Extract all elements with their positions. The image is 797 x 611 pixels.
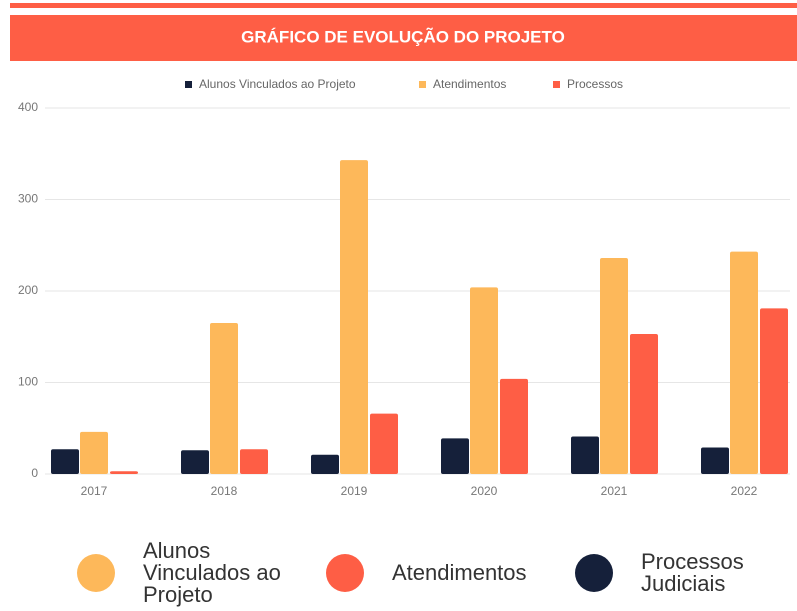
bar (600, 258, 628, 474)
bottom-legend-marker (575, 554, 613, 592)
bar (311, 454, 339, 474)
bar (80, 431, 108, 474)
y-tick-label: 0 (31, 466, 38, 480)
bar (760, 308, 788, 474)
y-tick-label: 100 (18, 375, 38, 389)
top-rule (10, 3, 797, 8)
x-tick-label: 2019 (341, 484, 368, 498)
x-tick-label: 2017 (81, 484, 108, 498)
y-tick-label: 200 (18, 283, 38, 297)
bar (240, 449, 268, 474)
bar (210, 323, 238, 474)
x-tick-label: 2021 (601, 484, 628, 498)
bar (181, 450, 209, 474)
bar (701, 447, 729, 474)
bottom-legend-label: Atendimentos (392, 560, 527, 585)
bottom-legend-marker (77, 554, 115, 592)
bar (730, 251, 758, 474)
x-tick-label: 2020 (471, 484, 498, 498)
y-tick-label: 300 (18, 192, 38, 206)
bottom-legend-marker (326, 554, 364, 592)
x-tick-label: 2018 (211, 484, 238, 498)
legend-label: Atendimentos (433, 77, 506, 91)
bar (500, 378, 528, 474)
legend-marker (185, 81, 192, 88)
bar (51, 449, 79, 474)
bar (340, 160, 368, 474)
bottom-legend-label: Processos Judiciais (641, 549, 744, 596)
bar (630, 334, 658, 474)
bar (470, 287, 498, 474)
bottom-legend-label: Alunos Vinculados ao Projeto (143, 538, 281, 607)
legend-label: Processos (567, 77, 623, 91)
legend-marker (553, 81, 560, 88)
bar (441, 438, 469, 474)
bar (370, 413, 398, 474)
y-tick-label: 400 (18, 100, 38, 114)
legend-marker (419, 81, 426, 88)
x-tick-label: 2022 (731, 484, 758, 498)
bar (571, 436, 599, 474)
title-bar (10, 15, 797, 61)
chart-title: GRÁFICO DE EVOLUÇÃO DO PROJETO (241, 26, 565, 46)
legend-label: Alunos Vinculados ao Projeto (199, 77, 356, 91)
bar (110, 471, 138, 474)
